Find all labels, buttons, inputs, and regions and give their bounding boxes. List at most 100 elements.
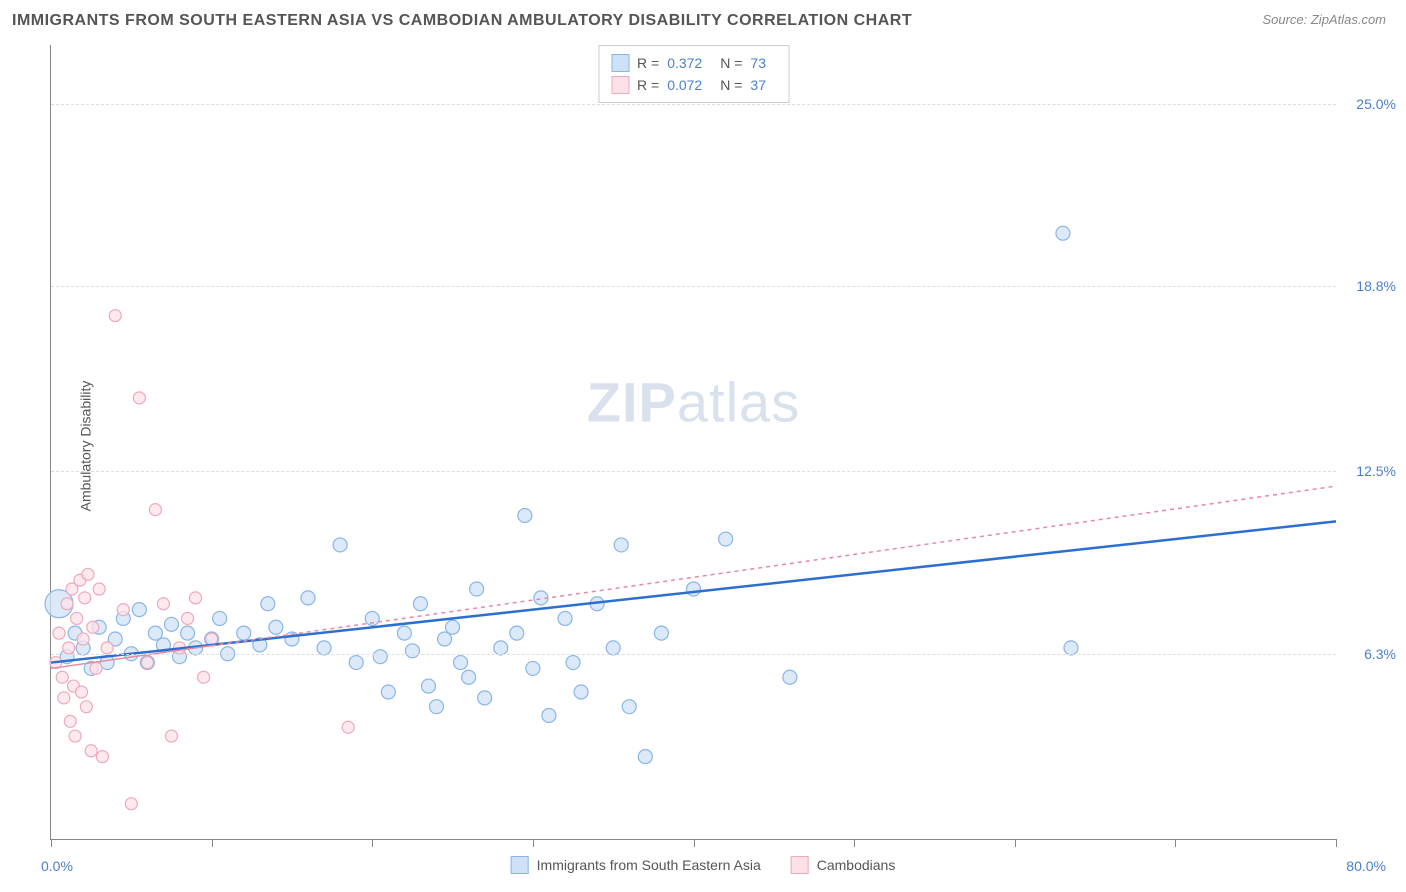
series-legend: Immigrants from South Eastern Asia Cambod…	[511, 856, 896, 874]
y-tick-label: 6.3%	[1364, 646, 1396, 662]
series-legend-item: Cambodians	[791, 856, 896, 874]
plot-area: ZIPatlas R = 0.372 N = 73 R = 0.072 N = …	[50, 45, 1336, 840]
data-point	[164, 617, 178, 631]
data-point	[558, 611, 572, 625]
data-point	[654, 626, 668, 640]
gridline	[51, 654, 1336, 655]
chart-title: IMMIGRANTS FROM SOUTH EASTERN ASIA VS CA…	[12, 12, 912, 30]
data-point	[574, 685, 588, 699]
data-point	[149, 504, 161, 516]
data-point	[542, 708, 556, 722]
y-tick-label: 18.8%	[1356, 278, 1396, 294]
data-point	[518, 509, 532, 523]
data-point	[82, 568, 94, 580]
legend-row: R = 0.072 N = 37	[611, 74, 776, 96]
legend-r-label: R =	[637, 55, 659, 71]
data-point	[269, 620, 283, 634]
legend-row: R = 0.372 N = 73	[611, 52, 776, 74]
data-point	[90, 662, 102, 674]
data-point	[261, 597, 275, 611]
data-point	[397, 626, 411, 640]
y-tick-label: 25.0%	[1356, 96, 1396, 112]
correlation-legend: R = 0.372 N = 73 R = 0.072 N = 37	[598, 45, 789, 103]
data-point	[526, 661, 540, 675]
data-point	[381, 685, 395, 699]
data-point	[510, 626, 524, 640]
y-tick-label: 12.5%	[1356, 463, 1396, 479]
data-point	[58, 692, 70, 704]
data-point	[349, 656, 363, 670]
data-point	[61, 598, 73, 610]
legend-swatch	[511, 856, 529, 874]
trend-line-dashed	[212, 486, 1336, 646]
data-point	[69, 730, 81, 742]
data-point	[413, 597, 427, 611]
data-point	[478, 691, 492, 705]
data-point	[87, 621, 99, 633]
data-point	[237, 626, 251, 640]
data-point	[638, 750, 652, 764]
data-point	[133, 392, 145, 404]
data-point	[165, 730, 177, 742]
x-max-label: 80.0%	[1346, 858, 1386, 874]
data-point	[64, 715, 76, 727]
data-point	[333, 538, 347, 552]
data-point	[470, 582, 484, 596]
legend-n-value: 37	[750, 77, 766, 93]
data-point	[182, 612, 194, 624]
data-point	[614, 538, 628, 552]
data-point	[373, 650, 387, 664]
data-point	[454, 656, 468, 670]
data-point	[93, 583, 105, 595]
data-point	[566, 656, 580, 670]
gridline	[51, 471, 1336, 472]
gridline	[51, 286, 1336, 287]
legend-r-value: 0.072	[667, 77, 702, 93]
legend-swatch	[611, 54, 629, 72]
data-point	[462, 670, 476, 684]
data-point	[190, 592, 202, 604]
data-point	[101, 642, 113, 654]
x-tick	[212, 839, 213, 847]
x-min-label: 0.0%	[41, 858, 73, 874]
x-tick	[372, 839, 373, 847]
data-point	[181, 626, 195, 640]
legend-swatch	[611, 76, 629, 94]
data-point	[117, 604, 129, 616]
data-point	[77, 633, 89, 645]
x-tick	[1336, 839, 1337, 847]
series-legend-label: Immigrants from South Eastern Asia	[537, 857, 761, 873]
data-point	[1056, 226, 1070, 240]
data-point	[213, 611, 227, 625]
legend-n-label: N =	[720, 55, 742, 71]
data-point	[109, 310, 121, 322]
legend-n-label: N =	[720, 77, 742, 93]
data-point	[141, 657, 153, 669]
legend-swatch	[791, 856, 809, 874]
chart-container: IMMIGRANTS FROM SOUTH EASTERN ASIA VS CA…	[0, 0, 1406, 892]
data-point	[719, 532, 733, 546]
data-point	[76, 686, 88, 698]
source-attribution: Source: ZipAtlas.com	[1262, 12, 1386, 27]
legend-n-value: 73	[750, 55, 766, 71]
data-point	[783, 670, 797, 684]
data-point	[342, 721, 354, 733]
data-point	[63, 642, 75, 654]
data-point	[96, 751, 108, 763]
data-point	[198, 671, 210, 683]
data-point	[421, 679, 435, 693]
data-point	[301, 591, 315, 605]
x-tick	[533, 839, 534, 847]
x-tick	[854, 839, 855, 847]
data-point	[56, 671, 68, 683]
data-point	[157, 598, 169, 610]
gridline	[51, 104, 1336, 105]
data-point	[430, 700, 444, 714]
data-point	[53, 627, 65, 639]
data-point	[446, 620, 460, 634]
data-point	[79, 592, 91, 604]
series-legend-label: Cambodians	[817, 857, 896, 873]
x-tick	[1175, 839, 1176, 847]
data-point	[132, 603, 146, 617]
series-legend-item: Immigrants from South Eastern Asia	[511, 856, 761, 874]
